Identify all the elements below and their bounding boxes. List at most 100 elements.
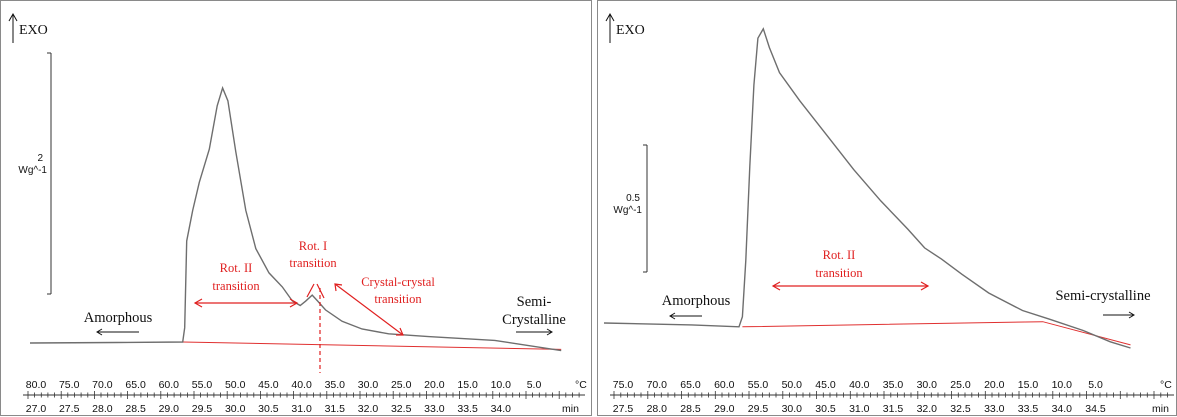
time-tick-label: 34.0 [491,403,512,415]
rot-ii-arrowhead-right-a [771,281,781,291]
semi-arrowhead-right [1128,311,1135,319]
temperature-tick-label: 10.0 [1052,379,1073,391]
time-tick-label: 30.0 [225,403,246,415]
temperature-tick-label: 35.0 [325,379,346,391]
time-tick-label: 29.5 [748,403,769,415]
temperature-tick-label: 35.0 [883,379,904,391]
time-tick-label: 31.5 [325,403,346,415]
time-tick-label: 30.0 [782,403,803,415]
time-tick-label: 32.0 [917,403,938,415]
amorphous-label-left: Amorphous [84,310,153,326]
scale-unit-right: Wg^-1 [613,205,642,216]
temperature-tick-label: 25.0 [950,379,971,391]
amorphous-arrowhead-left [96,328,103,336]
time-tick-label: 28.0 [647,403,668,415]
temperature-tick-label: 75.0 [59,379,80,391]
time-tick-label: 32.0 [358,403,379,415]
exo-arrowhead-left [8,12,18,22]
x-axis-ticks-left [27,391,580,399]
temperature-unit-left: °C [575,379,587,391]
amorphous-label-right: Amorphous [662,293,731,309]
time-tick-label: 34.0 [1052,403,1073,415]
rot-i-label-l1: Rot. I [299,239,327,253]
temperature-unit-right: °C [1160,379,1172,391]
temperature-tick-label: 65.0 [680,379,701,391]
temperature-tick-label: 50.0 [225,379,246,391]
crystal-arrowhead-b [396,327,404,336]
annotation-arrows-right [771,281,930,291]
temperature-tick-labels-left: 80.0 75.0 70.0 65.0 60.0 55.0 50.0 45.0 40.0 35.0… [26,379,542,391]
baseline-right [742,321,1131,346]
baseline-left [182,341,562,350]
temperature-tick-label: 25.0 [391,379,412,391]
temperature-tick-label: 15.0 [1018,379,1039,391]
right-chart-panel: EXO 0.5 Wg^-1 Rot. II transition Amorpho… [597,0,1177,416]
temperature-tick-label: 75.0 [613,379,634,391]
temperature-tick-label: 45.0 [815,379,836,391]
crystal-label-l2: transition [374,292,422,306]
temperature-tick-label: 5.0 [527,379,542,391]
time-tick-label: 29.0 [159,403,180,415]
annotation-arrows-left [193,283,404,373]
time-tick-label: 33.5 [457,403,478,415]
temperature-tick-label: 40.0 [291,379,312,391]
rot-ii-arrowhead-b [289,298,299,308]
temperature-tick-label: 15.0 [457,379,478,391]
temperature-tick-label: 55.0 [748,379,769,391]
time-tick-label: 31.5 [883,403,904,415]
temperature-tick-label: 20.0 [424,379,445,391]
exo-label-right: EXO [616,23,645,38]
temperature-tick-label: 60.0 [159,379,180,391]
time-tick-label: 33.0 [424,403,445,415]
right-thermogram: EXO 0.5 Wg^-1 Rot. II transition Amorpho… [603,12,1174,415]
time-tick-label: 33.0 [984,403,1005,415]
temperature-tick-label: 80.0 [26,379,47,391]
rot-ii-label-l1: Rot. II [220,261,253,275]
time-tick-labels-left: 27.0 27.5 28.0 28.5 29.0 29.5 30.0 30.5 31.0 31.5… [26,403,511,415]
time-tick-label: 33.5 [1018,403,1039,415]
time-tick-label: 34.5 [1085,403,1106,415]
time-tick-label: 30.5 [258,403,279,415]
scale-unit-left: Wg^-1 [18,165,47,176]
temperature-tick-label: 30.0 [917,379,938,391]
dsc-curve-right [603,27,1131,349]
time-tick-label: 31.0 [849,403,870,415]
temperature-tick-label: 20.0 [984,379,1005,391]
time-tick-label: 28.5 [125,403,146,415]
temperature-tick-label: 70.0 [647,379,668,391]
temperature-tick-label: 40.0 [849,379,870,391]
rot-ii-arrowhead-a [193,298,203,308]
exo-label-left: EXO [19,23,48,38]
time-tick-label: 29.5 [192,403,213,415]
scale-value-left: 2 [37,153,43,164]
temperature-tick-label: 50.0 [782,379,803,391]
temperature-tick-label: 70.0 [92,379,113,391]
time-unit-right: min [1152,403,1169,415]
temperature-tick-label: 10.0 [491,379,512,391]
temperature-tick-label: 45.0 [258,379,279,391]
rot-i-arrow-a [306,283,315,298]
time-tick-label: 29.0 [714,403,735,415]
crystal-label-l1: Crystal-crystal [361,275,435,289]
rot-ii-label-right-l2: transition [815,266,863,280]
time-tick-label: 28.0 [92,403,113,415]
rot-ii-label-l2: transition [212,279,260,293]
time-tick-label: 32.5 [950,403,971,415]
temperature-tick-labels-right: 75.0 70.0 65.0 60.0 55.0 50.0 45.0 40.0 35.0 30.0… [613,379,1103,391]
rot-ii-label-right-l1: Rot. II [823,248,856,262]
amorphous-arrowhead-right [669,312,676,320]
rot-ii-arrowhead-right-b [920,281,930,291]
crystal-arrow [334,283,404,336]
dsc-curve-left [29,85,562,352]
scale-value-right: 0.5 [626,193,640,204]
time-tick-label: 27.5 [59,403,80,415]
semi-label-right: Semi-crystalline [1055,288,1150,304]
temperature-tick-label: 55.0 [192,379,213,391]
time-tick-label: 28.5 [680,403,701,415]
time-tick-label: 31.0 [291,403,312,415]
semi-label-l2-left: Crystalline [502,312,566,328]
time-tick-label: 30.5 [815,403,836,415]
semi-label-l1-left: Semi- [517,294,552,310]
temperature-tick-label: 5.0 [1088,379,1103,391]
time-tick-label: 27.0 [26,403,47,415]
